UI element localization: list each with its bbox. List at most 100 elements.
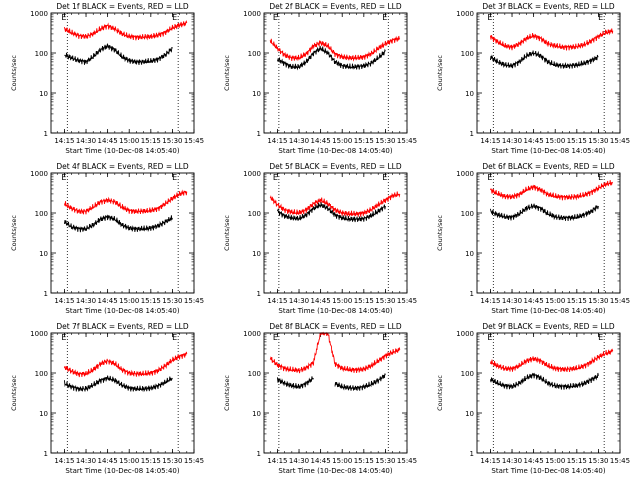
y-tick-label: 1 (257, 290, 261, 298)
x-tick-label: 14:45 (311, 137, 331, 145)
detector-panel-4: Det 4f BLACK = Events, RED = LLD Counts/s… (10, 162, 204, 315)
x-axis-label: Start Time (10-Dec-08 14:05:40) (491, 307, 605, 315)
y-tick-label: 100 (35, 370, 48, 378)
y-tick-label: 10 (252, 410, 261, 418)
x-tick-label: 15:00 (119, 457, 139, 465)
x-tick-label: 15:45 (397, 457, 417, 465)
x-tick-label: 14:45 (98, 297, 118, 305)
y-tick-label: 1000 (30, 10, 48, 18)
y-axis-label: Counts/sec (223, 55, 231, 91)
x-tick-label: 14:45 (524, 137, 544, 145)
x-tick-label: 15:45 (184, 297, 204, 305)
y-tick-label: 1 (470, 130, 474, 138)
event-marker-label: E (487, 333, 492, 342)
detector-panel-3: Det 3f BLACK = Events, RED = LLD Counts/s… (436, 2, 630, 155)
y-tick-label: 1000 (243, 170, 261, 178)
x-axis-label: Start Time (10-Dec-08 14:05:40) (278, 307, 392, 315)
x-tick-label: 15:30 (588, 137, 608, 145)
x-tick-label: 15:45 (184, 457, 204, 465)
x-tick-label: 14:45 (311, 297, 331, 305)
y-axis-label: Counts/sec (10, 215, 18, 251)
event-marker-label: E (598, 173, 603, 182)
lld-series-line (63, 20, 188, 41)
events-series-line (489, 50, 599, 69)
plot-frame (263, 172, 408, 294)
y-tick-label: 1000 (243, 10, 261, 18)
y-tick-label: 10 (252, 90, 261, 98)
detector-panel-8: Det 8f BLACK = Events, RED = LLD Counts/s… (223, 322, 417, 475)
x-tick-label: 14:30 (289, 137, 309, 145)
panel-title: Det 3f BLACK = Events, RED = LLD (482, 2, 615, 11)
events-series-line (63, 375, 173, 393)
event-marker-label: E (382, 173, 387, 182)
x-tick-label: 14:45 (98, 457, 118, 465)
lld-series-line (269, 331, 401, 374)
y-tick-label: 10 (39, 410, 48, 418)
x-tick-label: 15:00 (119, 137, 139, 145)
plot-frame (476, 172, 621, 294)
events-series-line (64, 43, 173, 65)
y-tick-label: 10 (465, 250, 474, 258)
x-tick-label: 14:15 (54, 297, 74, 305)
events-series-line (63, 214, 173, 233)
x-tick-label: 15:00 (545, 297, 565, 305)
x-tick-label: 15:15 (141, 137, 161, 145)
x-tick-label: 14:15 (267, 137, 287, 145)
x-tick-label: 15:45 (397, 137, 417, 145)
plot-frame (476, 12, 621, 134)
panel-title: Det 1f BLACK = Events, RED = LLD (56, 2, 189, 11)
plot-frame (476, 332, 621, 454)
events-series-line (276, 45, 386, 71)
x-tick-label: 15:00 (545, 137, 565, 145)
event-marker-label: E (382, 333, 387, 342)
x-tick-label: 14:45 (524, 457, 544, 465)
y-tick-label: 1000 (456, 10, 474, 18)
y-tick-label: 10 (39, 90, 48, 98)
y-axis-label: Counts/sec (223, 375, 231, 411)
y-tick-label: 100 (248, 50, 261, 58)
x-tick-label: 15:30 (162, 137, 182, 145)
event-marker-label: E (273, 173, 278, 182)
y-tick-label: 1 (44, 130, 48, 138)
x-tick-label: 15:15 (567, 137, 587, 145)
x-tick-label: 14:30 (502, 137, 522, 145)
x-tick-label: 14:45 (524, 297, 544, 305)
x-tick-label: 14:45 (98, 137, 118, 145)
y-tick-label: 10 (465, 410, 474, 418)
x-tick-label: 14:15 (480, 137, 500, 145)
x-tick-label: 14:15 (54, 137, 74, 145)
x-tick-label: 14:15 (480, 297, 500, 305)
y-tick-label: 1 (44, 450, 48, 458)
y-tick-label: 100 (461, 370, 474, 378)
detector-panel-2: Det 2f BLACK = Events, RED = LLD Counts/s… (223, 2, 417, 155)
events-series-line (489, 203, 599, 222)
y-tick-label: 1000 (30, 330, 48, 338)
x-axis-label: Start Time (10-Dec-08 14:05:40) (491, 467, 605, 475)
y-tick-label: 100 (461, 50, 474, 58)
y-axis-label: Counts/sec (436, 215, 444, 251)
x-tick-label: 14:30 (502, 457, 522, 465)
y-tick-label: 1000 (243, 330, 261, 338)
lld-series-line (63, 351, 188, 378)
event-marker-label: E (61, 173, 66, 182)
x-tick-label: 15:30 (375, 457, 395, 465)
plot-frame (50, 332, 195, 454)
x-axis-label: Start Time (10-Dec-08 14:05:40) (65, 467, 179, 475)
y-tick-label: 1000 (30, 170, 48, 178)
x-tick-label: 15:00 (332, 297, 352, 305)
x-tick-label: 15:15 (354, 457, 374, 465)
panel-title: Det 2f BLACK = Events, RED = LLD (269, 2, 402, 11)
x-tick-label: 15:00 (119, 297, 139, 305)
x-tick-label: 15:00 (332, 457, 352, 465)
x-tick-label: 14:30 (76, 297, 96, 305)
lld-series-line (489, 28, 614, 51)
x-axis-label: Start Time (10-Dec-08 14:05:40) (278, 467, 392, 475)
x-tick-label: 15:15 (141, 297, 161, 305)
x-tick-label: 15:00 (332, 137, 352, 145)
x-tick-label: 14:15 (54, 457, 74, 465)
x-tick-label: 14:15 (267, 297, 287, 305)
y-axis-label: Counts/sec (10, 55, 18, 91)
x-tick-label: 15:15 (354, 297, 374, 305)
x-tick-label: 15:00 (545, 457, 565, 465)
panel-title: Det 6f BLACK = Events, RED = LLD (482, 162, 615, 171)
